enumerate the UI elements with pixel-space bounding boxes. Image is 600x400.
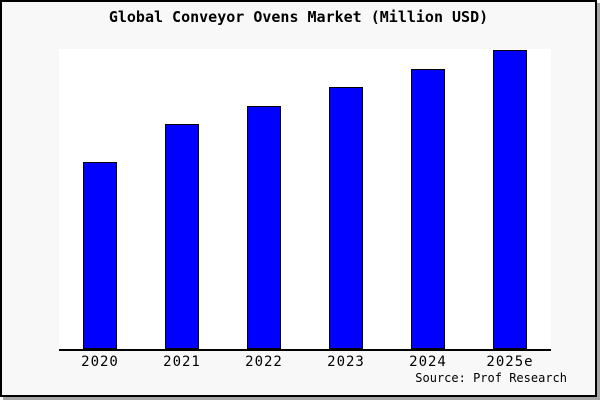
bar-slot (141, 49, 223, 349)
x-tick-row: 2020 2021 2022 2023 2024 2025e (59, 354, 551, 370)
bar-slot (223, 49, 305, 349)
bar-slot (387, 49, 469, 349)
bar-2022 (247, 106, 281, 349)
bar-2023 (329, 87, 363, 349)
bar-2020 (83, 162, 117, 349)
chart-title: Global Conveyor Ovens Market (Million US… (108, 8, 489, 26)
x-tick-label-2024: 2024 (409, 354, 447, 370)
x-tick-label-2022: 2022 (245, 354, 283, 370)
x-tick-label-2023: 2023 (327, 354, 365, 370)
bar-2024 (411, 69, 445, 349)
bar-slot (305, 49, 387, 349)
bar-slot (59, 49, 141, 349)
source-credit: Source: Prof Research (415, 371, 567, 385)
x-tick-label-2020: 2020 (81, 354, 119, 370)
plot-area (59, 49, 551, 351)
bar-2021 (165, 124, 199, 349)
x-tick-label-2021: 2021 (163, 354, 201, 370)
bar-slot (469, 49, 551, 349)
bar-2025e (493, 50, 527, 349)
x-tick-label-2025e: 2025e (486, 354, 534, 370)
